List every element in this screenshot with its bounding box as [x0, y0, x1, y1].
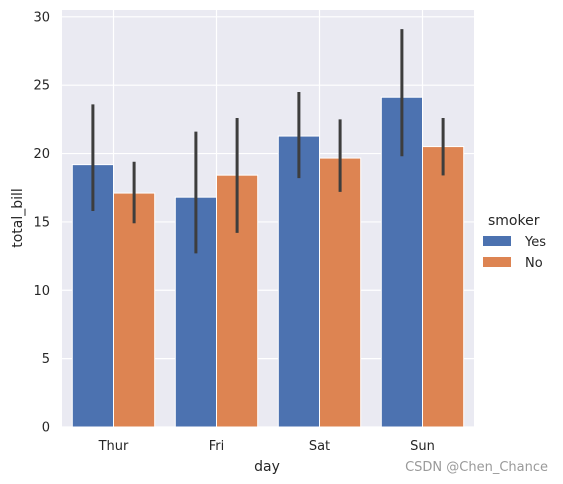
- x-tick-label: Fri: [209, 439, 225, 454]
- legend: smoker Yes No: [483, 213, 546, 271]
- y-tick-label: 5: [42, 352, 50, 367]
- y-tick-label: 20: [33, 147, 50, 162]
- y-tick-label: 25: [33, 79, 50, 94]
- watermark: CSDN @Chen_Chance: [405, 460, 548, 475]
- y-tick-label: 30: [33, 10, 50, 25]
- bar-no-thur: [113, 192, 156, 428]
- legend-swatch-yes: [483, 236, 511, 246]
- legend-label-no: No: [525, 256, 543, 271]
- x-tick-label: Thur: [98, 439, 129, 454]
- x-axis-label: day: [254, 459, 280, 475]
- legend-swatch-no: [483, 257, 511, 267]
- y-axis-label: total_bill: [10, 188, 26, 248]
- legend-title: smoker: [488, 213, 540, 229]
- bar-yes-sat: [277, 135, 320, 428]
- bar-no-sat: [319, 157, 362, 428]
- y-tick-label: 0: [42, 421, 50, 436]
- y-tick-label: 15: [33, 215, 50, 230]
- x-tick-labels: Thur Fri Sat Sun: [98, 439, 435, 454]
- error-bars: [91, 29, 445, 254]
- y-tick-labels: 0 5 10 15 20 25 30: [33, 10, 50, 435]
- legend-label-yes: Yes: [524, 235, 546, 250]
- y-tick-label: 10: [33, 284, 50, 299]
- x-tick-label: Sun: [410, 439, 435, 454]
- x-tick-label: Sat: [309, 439, 330, 454]
- bar-no-sun: [422, 146, 465, 428]
